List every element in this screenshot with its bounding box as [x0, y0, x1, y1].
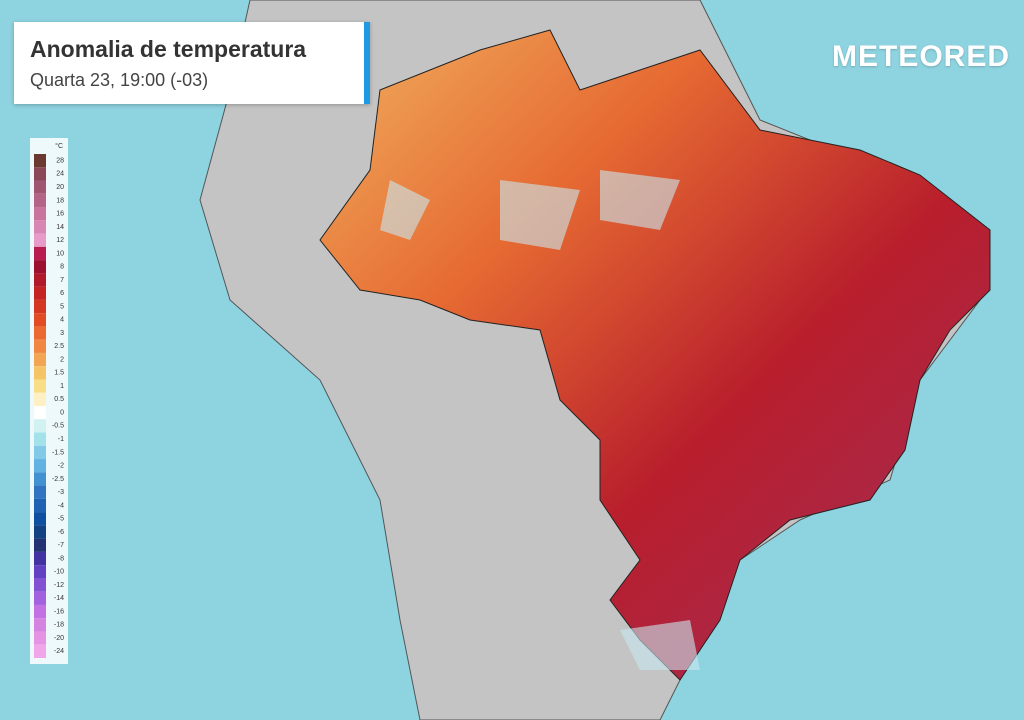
legend-swatch [34, 591, 46, 605]
title-box: Anomalia de temperatura Quarta 23, 19:00… [14, 22, 370, 104]
legend-label: -8 [58, 555, 64, 562]
legend-swatch [34, 180, 46, 194]
legend-swatch [34, 286, 46, 300]
legend-label: 20 [56, 184, 64, 191]
legend-scale: °C 28 24 20 18 16 14 12 10 8 7 6 5 4 3 2.5 2 1.5 1 0.5 0 -0.… [34, 142, 64, 658]
legend-label: -1.5 [52, 449, 64, 456]
legend-swatch [34, 459, 46, 473]
legend-label: 3 [60, 330, 64, 337]
legend-label: 28 [56, 157, 64, 164]
legend-swatch [34, 379, 46, 393]
legend-label: 18 [56, 197, 64, 204]
legend: °C 28 24 20 18 16 14 12 10 8 7 6 5 4 3 2.5 2 1.5 1 0.5 0 -0.… [30, 138, 68, 664]
legend-label: -12 [54, 582, 64, 589]
legend-swatch [34, 604, 46, 619]
legend-swatch [34, 299, 46, 314]
legend-swatch [34, 406, 46, 420]
legend-swatch [34, 366, 46, 380]
legend-swatch [34, 392, 46, 406]
cool-area [380, 170, 700, 670]
legend-swatch [34, 326, 46, 340]
legend-label: 24 [56, 171, 64, 178]
legend-label: 0 [60, 409, 64, 416]
legend-label: -20 [54, 635, 64, 642]
legend-swatch [34, 551, 46, 566]
legend-swatch [34, 260, 46, 274]
legend-swatch [34, 618, 46, 632]
legend-swatch [34, 339, 46, 353]
legend-label: 8 [60, 264, 64, 271]
legend-label: 4 [60, 317, 64, 324]
legend-label: -24 [54, 648, 64, 655]
legend-label: 2.5 [54, 343, 64, 350]
legend-swatch [34, 220, 46, 234]
legend-label: -7 [58, 542, 64, 549]
legend-label: -1 [58, 436, 64, 443]
legend-swatch [34, 644, 46, 658]
logo: METEORED [831, 40, 1010, 73]
legend-swatch [34, 207, 46, 221]
legend-swatch [34, 631, 46, 645]
legend-label: 12 [56, 237, 64, 244]
legend-swatch [34, 432, 46, 446]
legend-label: -18 [54, 622, 64, 629]
legend-label: 0.5 [54, 396, 64, 403]
brazil [319, 29, 991, 681]
legend-label: -2.5 [52, 476, 64, 483]
legend-swatch [34, 578, 46, 592]
legend-label: 1.5 [54, 370, 64, 377]
legend-label: -10 [54, 569, 64, 576]
legend-swatch [34, 472, 46, 486]
legend-label: -6 [58, 529, 64, 536]
title: Anomalia de temperatura [30, 36, 307, 62]
legend-swatch [34, 512, 46, 526]
legend-label: 1 [60, 383, 64, 390]
legend-label: -2 [58, 463, 64, 470]
legend-swatch [34, 233, 46, 247]
legend-label: -0.5 [52, 423, 64, 430]
legend-label: -3 [58, 489, 64, 496]
subtitle: Quarta 23, 19:00 (-03) [30, 70, 209, 90]
legend-label: -5 [58, 516, 64, 523]
legend-unit: °C [55, 142, 63, 150]
legend-swatch [34, 538, 46, 552]
legend-swatch [34, 313, 46, 327]
legend-swatch [34, 154, 46, 168]
legend-swatch [34, 445, 46, 460]
legend-label: 10 [56, 250, 64, 257]
legend-label: 14 [56, 224, 64, 231]
legend-swatch [34, 498, 46, 513]
legend-label: 5 [60, 303, 64, 310]
legend-swatch [34, 246, 46, 261]
legend-label: 7 [60, 277, 64, 284]
legend-swatch [34, 485, 46, 499]
legend-swatch [34, 167, 46, 181]
legend-label: 2 [60, 356, 64, 363]
legend-label: -14 [54, 595, 64, 602]
legend-swatch [34, 419, 46, 433]
legend-label: 16 [56, 211, 64, 218]
legend-swatch [34, 193, 46, 208]
legend-swatch [34, 352, 46, 367]
legend-swatch [34, 273, 46, 287]
legend-label: -16 [54, 608, 64, 615]
legend-label: 6 [60, 290, 64, 297]
legend-swatch [34, 525, 46, 539]
legend-swatch [34, 565, 46, 579]
legend-label: -4 [58, 502, 64, 509]
